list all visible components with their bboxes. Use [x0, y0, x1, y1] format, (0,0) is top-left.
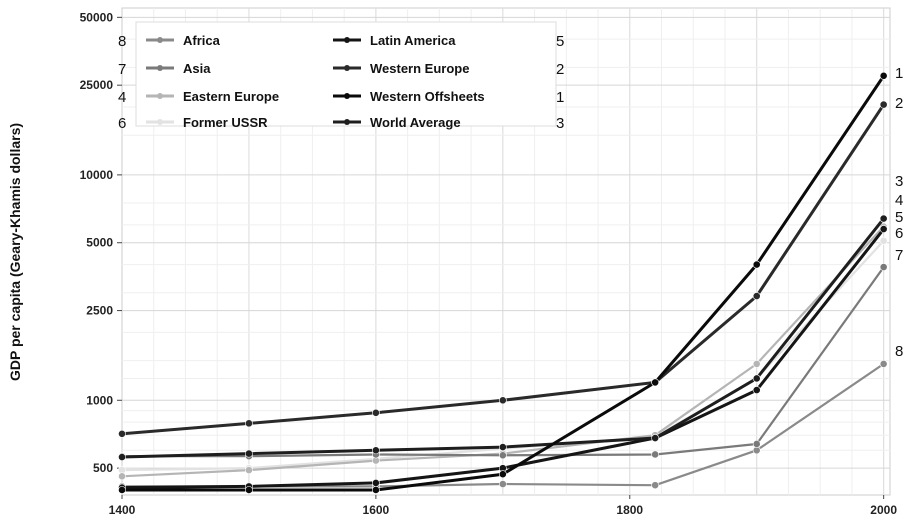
data-point [879, 214, 888, 223]
data-point [752, 260, 761, 269]
legend-rank-label: 6 [118, 115, 126, 132]
legend-marker [344, 119, 350, 125]
end-rank-label: 2 [895, 95, 903, 112]
legend-label: Western Offsheets [370, 89, 485, 104]
legend-item: Africa [146, 33, 221, 48]
series-world-average [118, 214, 888, 461]
data-point [245, 486, 253, 494]
data-point [879, 360, 888, 368]
legend-item: Eastern Europe [146, 89, 279, 104]
data-point [879, 263, 888, 271]
data-point [752, 440, 761, 448]
y-tick-label: 10000 [80, 168, 114, 182]
legend-rank-label: 1 [556, 89, 564, 106]
end-rank-label: 4 [895, 192, 903, 209]
legend-marker [157, 119, 163, 125]
data-point [498, 470, 507, 479]
legend-item: Former USSR [146, 115, 268, 130]
legend-item: Latin America [333, 33, 456, 48]
legend-rank-label: 8 [118, 33, 126, 50]
data-point [879, 225, 888, 233]
data-point [498, 451, 507, 460]
x-tick-label: 1800 [616, 503, 643, 517]
end-rank-label: 1 [895, 65, 903, 82]
y-tick-label: 25000 [80, 78, 114, 92]
legend-rank-label: 7 [118, 61, 126, 78]
legend-rank-label: 3 [556, 115, 564, 132]
legend-rank-label: 5 [556, 33, 564, 50]
data-point [371, 408, 380, 417]
data-point [118, 486, 126, 494]
data-point [752, 374, 761, 383]
y-tick-label: 5000 [86, 236, 113, 250]
x-axis: 1400 1600 1800 2000 [109, 495, 897, 517]
data-point [371, 486, 380, 494]
data-point [118, 429, 126, 438]
data-point [651, 378, 660, 387]
data-point [498, 443, 507, 451]
data-point [651, 434, 660, 442]
data-point [752, 360, 761, 368]
end-rank-labels: 1 2 3 456 7 8 [895, 65, 903, 360]
y-axis-label: GDP per capita (Geary-Khamis dollars) [7, 123, 23, 381]
legend-label: Western Europe [370, 61, 469, 76]
x-tick-label: 2000 [870, 503, 897, 517]
y-tick-label: 50000 [80, 10, 114, 24]
data-point [245, 449, 253, 458]
legend-label: Latin America [370, 33, 456, 48]
end-rank-label: 5 [895, 209, 903, 226]
legend-rank-label: 2 [556, 61, 564, 78]
legend-marker [344, 65, 350, 71]
data-point [371, 478, 380, 487]
legend-marker [344, 37, 350, 43]
legend-label: Eastern Europe [183, 89, 279, 104]
legend-marker [157, 93, 163, 99]
end-rank-label: 8 [895, 343, 903, 360]
y-tick-label: 2500 [86, 304, 113, 318]
data-point [752, 386, 761, 394]
data-point [498, 480, 507, 488]
legend: Africa Asia Eastern Europe Former USSR Latin… [118, 21, 564, 132]
data-point [879, 100, 888, 109]
data-point [879, 236, 888, 245]
legend-item: Western Offsheets [333, 89, 485, 104]
data-point [651, 450, 660, 459]
legend-marker [157, 65, 163, 71]
legend-marker [157, 37, 163, 43]
data-point [118, 453, 126, 461]
legend-item: Western Europe [333, 61, 469, 76]
legend-label: Asia [183, 61, 211, 76]
legend-rank-label: 4 [118, 89, 126, 106]
end-rank-label: 7 [895, 247, 903, 264]
data-point [371, 446, 380, 455]
series-lines [118, 71, 888, 494]
legend-label: Former USSR [183, 115, 268, 130]
end-rank-label: 6 [895, 225, 903, 242]
data-point [245, 419, 253, 428]
data-point [498, 396, 507, 405]
legend-label: Africa [183, 33, 221, 48]
y-tick-label: 500 [93, 461, 113, 475]
data-point [245, 466, 253, 475]
data-point [118, 472, 126, 481]
y-axis: 500 1000 2500 5000 10000 25000 50000 [80, 10, 122, 475]
x-tick-label: 1600 [363, 503, 390, 517]
series-western-offsheets [118, 71, 888, 494]
data-point [879, 71, 888, 80]
data-point [651, 481, 660, 490]
end-rank-label: 3 [895, 173, 903, 190]
legend-marker [344, 93, 350, 99]
data-point [752, 292, 761, 300]
y-tick-label: 1000 [86, 393, 113, 407]
x-tick-label: 1400 [109, 503, 136, 517]
legend-item: Asia [146, 61, 211, 76]
legend-label: World Average [370, 115, 461, 130]
legend-item: World Average [333, 115, 461, 130]
